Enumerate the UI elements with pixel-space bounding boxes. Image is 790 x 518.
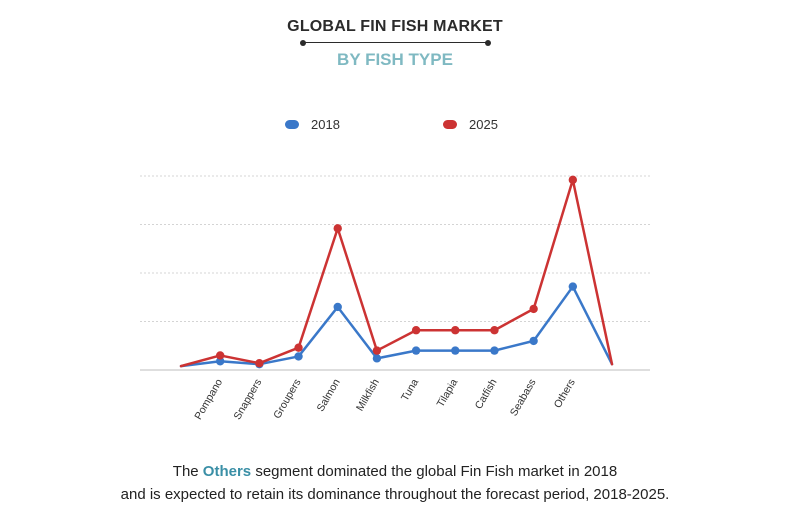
x-tick-label: Seabass	[508, 377, 539, 418]
legend-item-2018[interactable]: 2018	[285, 116, 340, 132]
x-tick-label: Groupers	[271, 377, 303, 421]
data-point-2025	[255, 359, 264, 368]
caption-text-post: segment dominated the global Fin Fish ma…	[251, 463, 618, 480]
series-line-2025	[179, 178, 614, 368]
data-point-2025	[215, 351, 225, 360]
legend-label-2018: 2018	[311, 116, 340, 132]
caption-line-1: The Others segment dominated the global …	[0, 460, 790, 483]
series-line-2018	[179, 285, 614, 368]
data-point-2025	[568, 175, 578, 185]
data-point-2025	[333, 224, 342, 233]
title-underline-dot-left	[300, 39, 306, 46]
data-point-2025	[490, 326, 499, 335]
legend-item-2025[interactable]: 2025	[443, 116, 498, 132]
data-point-2018	[294, 352, 303, 361]
data-point-2025	[372, 346, 382, 355]
x-tick-label: Others	[552, 377, 578, 410]
x-tick-label: Tilapia	[435, 377, 461, 410]
data-point-2025	[294, 343, 303, 352]
data-point-2018	[215, 357, 225, 366]
x-tick-label: Milkfish	[354, 377, 382, 413]
legend-swatch-2018	[285, 119, 299, 129]
caption-text-pre: The	[172, 463, 203, 480]
x-tick-label: Pompano	[192, 377, 225, 422]
data-point-2025	[529, 304, 538, 314]
data-point-2025	[411, 326, 421, 335]
data-point-2018	[529, 336, 538, 346]
caption-highlight: Others	[202, 463, 252, 480]
data-point-2018	[333, 302, 342, 312]
title-underline	[302, 42, 488, 43]
legend-label-2025: 2025	[469, 116, 498, 132]
x-tick-label: Tuna	[399, 377, 421, 404]
x-tick-label: Salmon	[315, 377, 343, 414]
x-tick-label: Snappers	[232, 377, 265, 422]
chart-title: GLOBAL FIN FISH MARKET	[287, 18, 503, 35]
data-point-2018	[451, 346, 460, 355]
data-point-2018	[372, 354, 382, 363]
chart-caption: The Others segment dominated the global …	[0, 460, 790, 506]
data-point-2025	[451, 326, 460, 335]
data-point-2018	[568, 282, 578, 291]
data-point-2018	[490, 346, 499, 355]
legend-swatch-2025	[443, 119, 457, 129]
data-point-2018	[411, 346, 421, 355]
title-underline-dot-right	[485, 39, 491, 46]
x-tick-label: Catfish	[473, 377, 500, 411]
caption-line-2: and is expected to retain its dominance …	[120, 486, 670, 503]
chart-subtitle: BY FISH TYPE	[337, 50, 453, 69]
